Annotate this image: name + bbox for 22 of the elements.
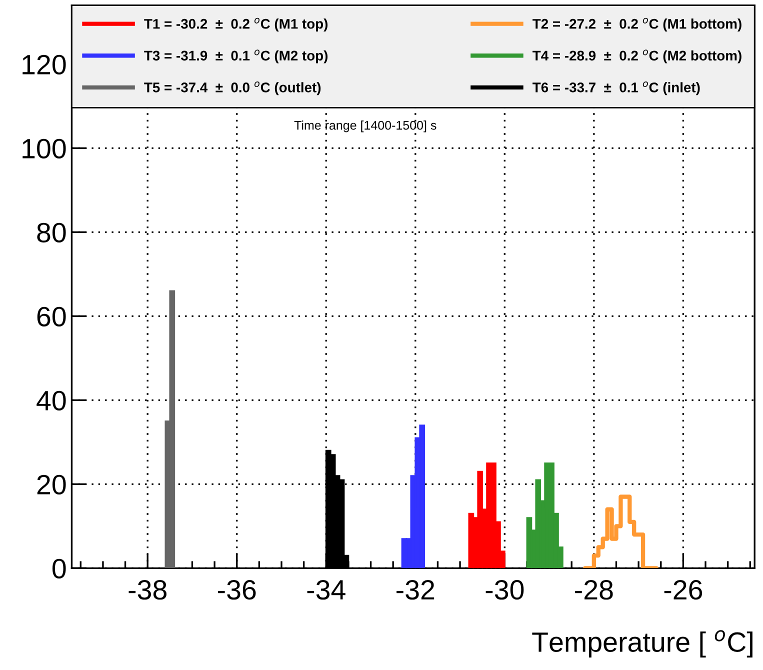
x-tick-label: -30 (486, 580, 524, 600)
x-tick-label: -32 (396, 580, 434, 600)
x-axis-title: Temperature [ $^{o}$C] (532, 630, 752, 658)
x-tick-label: -26 (664, 580, 702, 600)
legend-label: T6 = -33.7 ± 0.1 $^{o}$C (inlet) (532, 81, 700, 96)
x-tick-label: -34 (307, 580, 346, 600)
x-tick-label: -36 (218, 580, 256, 600)
x-tick-label: -28 (575, 580, 613, 600)
y-tick-label: 80 (37, 222, 66, 242)
legend-label: T2 = -27.2 ± 0.2 $^{o}$C (M1 bottom) (532, 18, 742, 32)
legend-label: T4 = -28.9 ± 0.2 $^{o}$C (M2 bottom) (532, 50, 742, 64)
legend-label: T1 = -30.2 ± 0.2 $^{o}$C (M1 top) (144, 18, 328, 32)
y-tick-label: 40 (36, 390, 66, 410)
annotation: Time range [1400-1500] s (294, 120, 436, 132)
y-tick-label: 20 (37, 474, 66, 494)
y-tick-label: 120 (22, 54, 66, 74)
x-tick-label: -38 (128, 580, 166, 600)
y-tick-label: 100 (22, 138, 66, 158)
y-tick-label: 60 (37, 306, 66, 326)
legend-label: T3 = -31.9 ± 0.1 $^{o}$C (M2 top) (144, 50, 328, 64)
legend-label: T5 = -37.4 ± 0.0 $^{o}$C (outlet) (144, 81, 321, 96)
y-tick-label: 0 (52, 558, 66, 578)
